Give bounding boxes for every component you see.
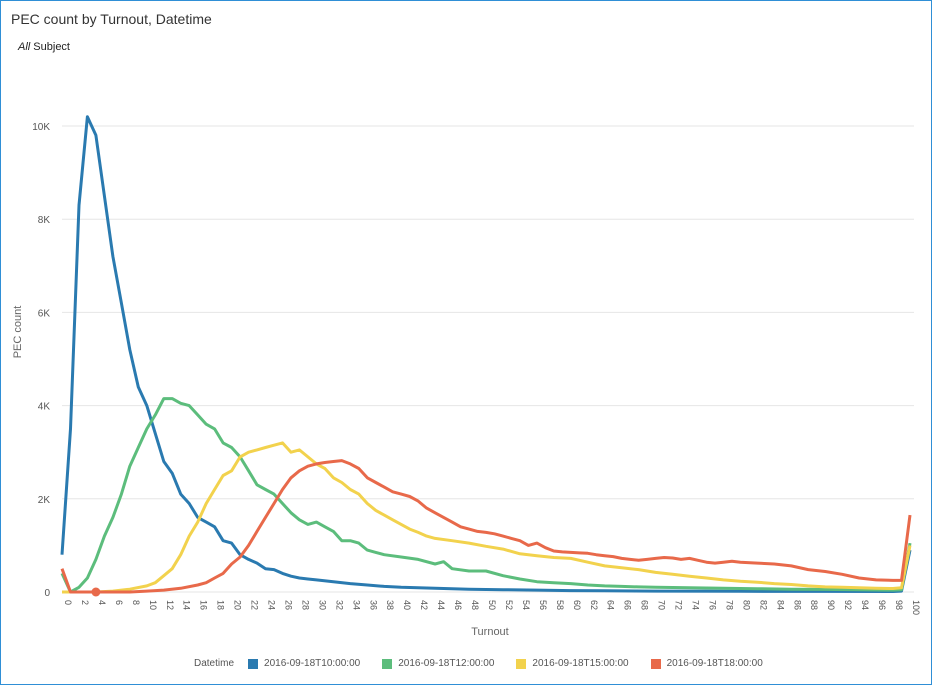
subject-filter-label: Subject [33,41,70,53]
x-tick-label: 42 [419,600,429,610]
x-tick-label: 40 [402,600,412,610]
x-tick-label: 94 [860,600,870,610]
x-tick-label: 96 [877,600,887,610]
x-tick-label: 66 [623,600,633,610]
x-tick-label: 88 [809,600,819,610]
series-line[interactable] [60,397,912,594]
x-tick-label: 34 [351,600,361,610]
chart-title: PEC count by Turnout, Datetime [11,11,212,27]
x-tick-label: 70 [657,600,667,610]
x-tick-label: 84 [775,600,785,610]
legend: Datetime 2016-09-18T10:00:00 2016-09-18T1… [194,658,785,669]
series-line[interactable] [60,115,912,593]
subject-filter-value: All [18,41,31,53]
gridlines [62,125,914,593]
legend-item[interactable]: 2016-09-18T15:00:00 [516,658,629,669]
legend-item[interactable]: 2016-09-18T10:00:00 [248,658,360,669]
y-axis-label: PEC count [12,306,24,359]
highlighted-point[interactable] [91,587,101,597]
x-tick-label: 48 [470,600,480,610]
series-line[interactable] [62,441,912,594]
legend-swatch [516,658,527,669]
x-tick-label: 80 [741,600,751,610]
x-tick-label: 16 [199,600,209,610]
legend-label: 2016-09-18T10:00:00 [264,658,361,669]
x-tick-label: 56 [538,600,548,610]
x-tick-label: 60 [572,600,582,610]
x-tick-label: 92 [843,600,853,610]
x-tick-label: 44 [436,600,446,610]
x-tick-label: 82 [758,600,768,610]
x-tick-label: 62 [589,600,599,610]
legend-label: 2016-09-18T15:00:00 [532,658,629,669]
legend-items: 2016-09-18T10:00:00 2016-09-18T12:00:00 20… [248,658,785,669]
y-tick-label: 10K [32,122,50,133]
y-axis-ticks: 0 2K 4K 6K 8K 10K [32,122,50,599]
x-tick-label: 58 [555,600,565,610]
legend-swatch [382,658,393,669]
x-tick-label: 46 [453,600,463,610]
x-tick-label: 14 [182,600,192,610]
x-tick-label: 38 [385,600,395,610]
x-tick-label: 26 [283,600,293,610]
series-lines [60,115,912,597]
x-tick-label: 50 [487,600,497,610]
y-tick-label: 0 [44,588,50,599]
y-tick-label: 2K [38,495,51,506]
x-axis-label: Turnout [471,626,509,638]
y-tick-label: 6K [38,308,51,319]
x-axis-ticks: 0 2 4 6 8 10 12 14 16 18 20 22 24 26 28 30 32 34 36 38 40 42 4… [63,600,921,615]
x-tick-label: 76 [707,600,717,610]
x-tick-label: 64 [606,600,616,610]
x-tick-label: 52 [504,600,514,610]
legend-item[interactable]: 2016-09-18T18:00:00 [650,658,763,669]
legend-label: 2016-09-18T12:00:00 [398,658,495,669]
x-tick-label: 22 [250,600,260,610]
x-tick-label: 2 [80,600,90,605]
x-tick-label: 8 [131,600,141,605]
x-tick-label: 0 [63,600,73,605]
x-tick-label: 90 [826,600,836,610]
x-tick-label: 72 [674,600,684,610]
x-tick-label: 32 [334,600,344,610]
x-tick-label: 86 [792,600,802,610]
x-tick-label: 12 [165,600,175,610]
legend-title: Datetime [194,658,235,669]
x-tick-label: 24 [267,600,277,610]
y-tick-label: 8K [38,215,51,226]
x-tick-label: 28 [300,600,310,610]
x-tick-label: 30 [317,600,327,610]
x-tick-label: 74 [691,600,701,610]
legend-item[interactable]: 2016-09-18T12:00:00 [382,658,494,669]
x-tick-label: 20 [233,600,243,610]
x-tick-label: 78 [724,600,734,610]
x-tick-label: 54 [521,600,531,610]
x-tick-label: 10 [148,600,158,610]
x-tick-label: 98 [894,600,904,610]
legend-swatch [650,658,661,669]
x-tick-label: 4 [97,600,107,605]
x-tick-label: 18 [216,600,226,610]
series-line[interactable] [60,459,912,594]
y-tick-label: 4K [38,402,51,413]
subject-filter[interactable]: All Subject [18,41,70,53]
x-tick-label: 6 [114,600,124,605]
legend-label: 2016-09-18T18:00:00 [666,658,763,669]
x-tick-label: 68 [640,600,650,610]
legend-swatch [248,658,259,669]
x-tick-label: 100 [911,600,921,615]
x-tick-label: 36 [368,600,378,610]
